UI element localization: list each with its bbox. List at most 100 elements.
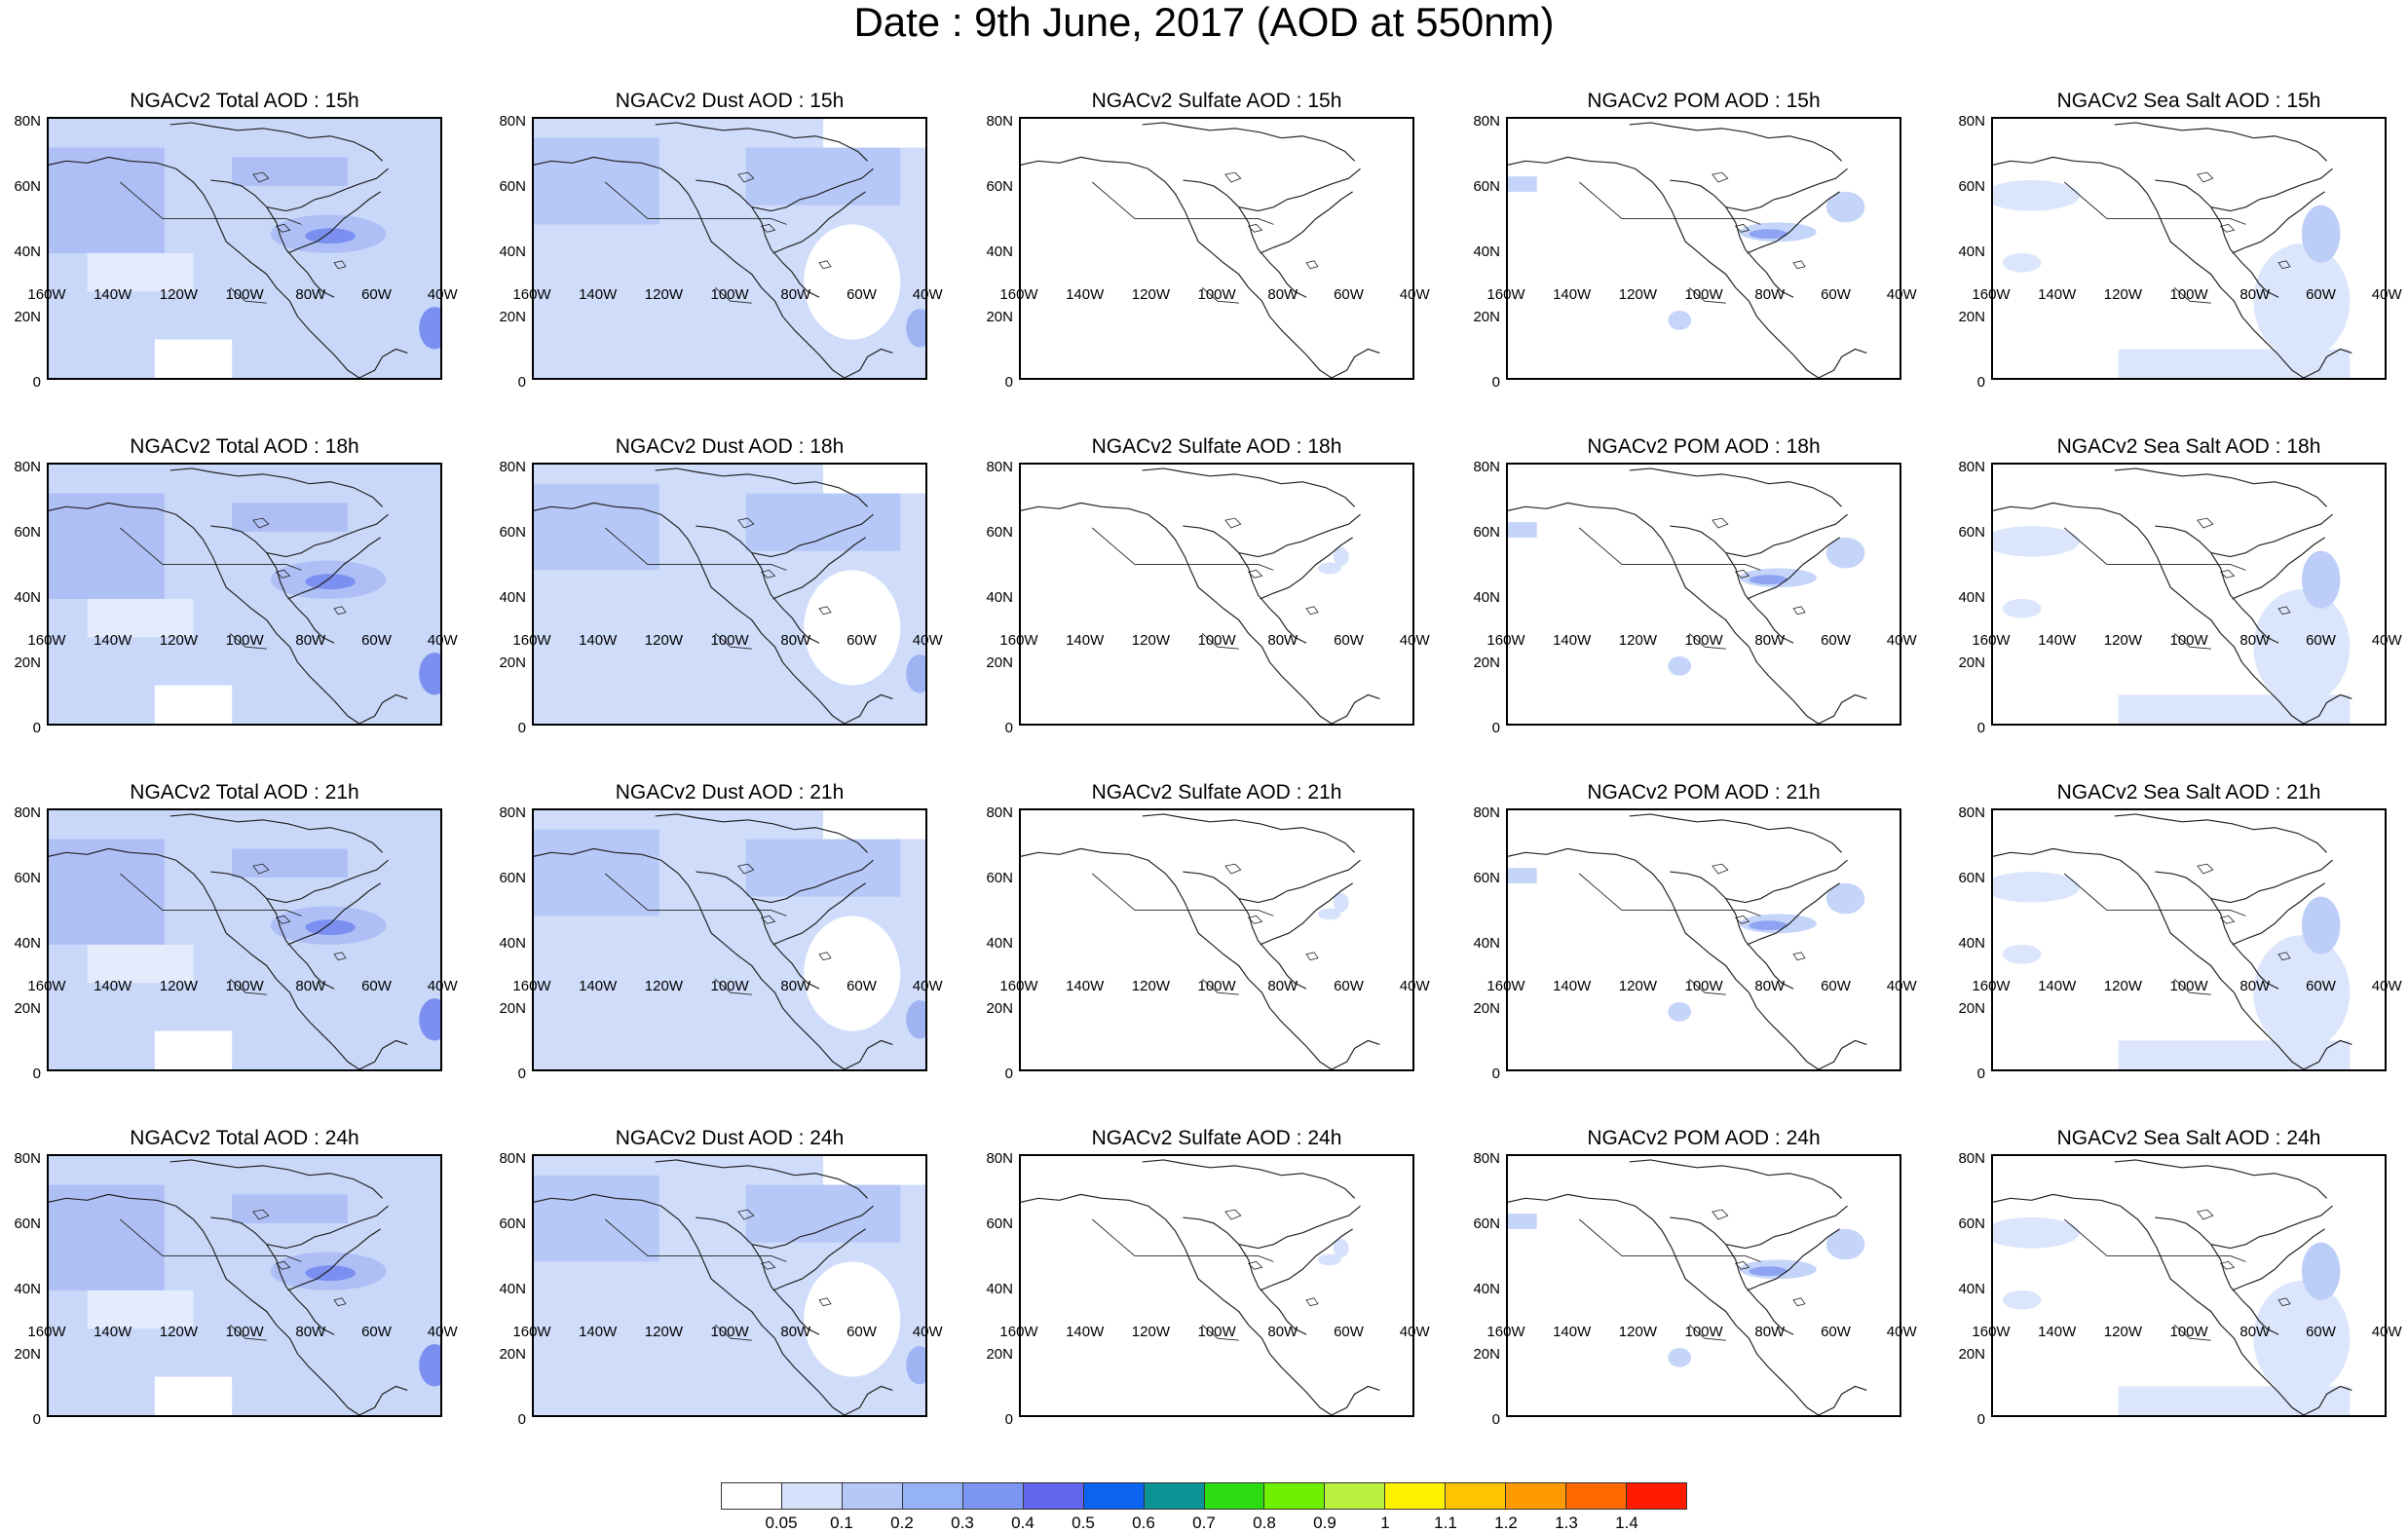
lat-tick-label: 80N — [986, 1150, 1013, 1167]
lat-tick-label: 40N — [499, 935, 526, 952]
lat-tick-label: 80N — [986, 459, 1013, 475]
aod-field-clear-atlantic — [804, 570, 901, 686]
lon-tick-label: 100W — [2169, 1324, 2208, 1340]
lon-tick-label: 100W — [225, 978, 264, 994]
aod-plume-ne — [1317, 1253, 1341, 1266]
lat-tick-label: 60N — [1958, 870, 1985, 886]
lon-tick-label: 100W — [710, 286, 749, 303]
lat-tick-label: 80N — [1473, 804, 1500, 821]
lat-tick-label: 80N — [1958, 1150, 1985, 1167]
aod-plume-core — [2301, 896, 2341, 954]
lon-tick-label: 60W — [847, 286, 877, 303]
lon-tick-label: 160W — [512, 286, 551, 303]
aod-band-atlantic — [2253, 243, 2351, 359]
country-border — [1578, 181, 1761, 304]
aod-field-north — [232, 848, 348, 878]
country-border — [2063, 873, 2246, 995]
lat-tick-label: 60N — [1958, 1215, 1985, 1232]
lon-tick-label: 80W — [295, 286, 326, 303]
colorbar-swatch — [1083, 1483, 1145, 1509]
lon-tick-label: 80W — [780, 1324, 811, 1340]
country-border — [119, 873, 302, 995]
aod-plume-atlantic — [419, 307, 440, 350]
aod-band-pacific — [1993, 526, 2081, 557]
lon-tick-label: 120W — [644, 286, 683, 303]
lon-tick-label: 140W — [1066, 632, 1105, 649]
lat-tick-label: 20N — [1958, 1346, 1985, 1363]
aod-plume-core — [1749, 575, 1788, 585]
lat-tick-label: 20N — [1958, 309, 1985, 325]
aod-band-tropics — [2118, 1386, 2351, 1415]
coastline — [534, 122, 893, 378]
lon-tick-label: 60W — [847, 1324, 877, 1340]
aod-field-north — [745, 1184, 901, 1243]
aod-plume-mexico — [1668, 1348, 1692, 1367]
lon-tick-label: 120W — [159, 286, 198, 303]
lon-tick-label: 120W — [1618, 1324, 1657, 1340]
map-frame — [532, 808, 927, 1071]
coastline — [534, 813, 893, 1069]
lon-tick-label: 140W — [94, 632, 132, 649]
figure-title: Date : 9th June, 2017 (AOD at 550nm) — [853, 0, 1555, 45]
lat-tick-label: 20N — [986, 309, 1013, 325]
lon-tick-label: 100W — [225, 632, 264, 649]
map-frame — [1019, 117, 1414, 380]
lon-tick-label: 60W — [361, 286, 392, 303]
panel-title: NGACv2 Dust AOD : 21h — [615, 781, 845, 804]
lon-tick-label: 100W — [710, 632, 749, 649]
colorbar-tick-label: 1.1 — [1434, 1514, 1457, 1532]
lat-tick-label: 20N — [1473, 1000, 1500, 1017]
colorbar-swatch — [902, 1483, 963, 1509]
lakes-outline — [1712, 863, 1806, 961]
lat-tick-label: 0 — [1491, 374, 1500, 391]
lon-tick-label: 120W — [2103, 1324, 2142, 1340]
lat-tick-label: 80N — [499, 1150, 526, 1167]
aod-field-north — [745, 147, 901, 206]
lon-tick-label: 60W — [1821, 1324, 1851, 1340]
lon-tick-label: 140W — [2038, 978, 2077, 994]
aod-plume-pacific — [1508, 868, 1537, 883]
lon-tick-label: 160W — [999, 1324, 1038, 1340]
lat-tick-label: 60N — [14, 178, 41, 195]
aod-field-pacific — [49, 839, 165, 945]
lon-tick-label: 160W — [27, 978, 66, 994]
lat-tick-label: 80N — [499, 113, 526, 130]
lat-tick-label: 40N — [986, 589, 1013, 606]
colorbar-swatch — [1506, 1483, 1567, 1509]
country-border — [1091, 873, 1274, 995]
lon-tick-label: 160W — [1486, 286, 1525, 303]
panel-title: NGACv2 Total AOD : 18h — [130, 435, 359, 458]
lat-tick-label: 60N — [1958, 524, 1985, 541]
lat-tick-label: 0 — [517, 1411, 526, 1428]
aod-field-pacific — [49, 147, 165, 253]
panel-title: NGACv2 Dust AOD : 15h — [615, 90, 845, 112]
aod-plume-canada — [1825, 1228, 1865, 1260]
aod-plume-core — [1749, 229, 1788, 240]
aod-field-clear-atlantic — [804, 916, 901, 1031]
colorbar-tick-label: 1.4 — [1615, 1514, 1638, 1532]
aod-field-clear-patch — [154, 685, 233, 724]
map-panel: NGACv2 POM AOD : 21h 80N 60N 40N 20N 0 160W 140… — [1459, 692, 1916, 1082]
lon-tick-label: 60W — [1821, 632, 1851, 649]
lat-tick-label: 0 — [32, 720, 41, 736]
aod-field-light-band — [87, 1290, 194, 1329]
lat-tick-label: 40N — [986, 243, 1013, 260]
lat-tick-label: 40N — [14, 243, 41, 260]
map-panel: NGACv2 POM AOD : 24h 80N 60N 40N 20N 0 160W 140… — [1459, 1037, 1916, 1428]
panel-title: NGACv2 POM AOD : 18h — [1587, 435, 1821, 458]
map-panel: NGACv2 Dust AOD : 15h 80N 60N 40N 20N 0 160W 14… — [485, 0, 942, 391]
country-border — [119, 181, 302, 304]
lon-tick-label: 40W — [427, 632, 458, 649]
country-border — [2063, 1218, 2246, 1341]
colorbar-swatch — [1023, 1483, 1084, 1509]
coastline — [49, 1159, 408, 1415]
lon-tick-label: 80W — [1267, 978, 1298, 994]
aod-map — [1508, 813, 1867, 1069]
lon-tick-label: 60W — [361, 1324, 392, 1340]
lon-tick-label: 80W — [1754, 632, 1786, 649]
lat-tick-label: 0 — [1004, 720, 1013, 736]
aod-map — [1021, 813, 1380, 1069]
aod-field-clear-patch — [154, 1376, 233, 1415]
aod-field-pacific — [49, 493, 165, 599]
lon-tick-label: 140W — [1553, 286, 1592, 303]
